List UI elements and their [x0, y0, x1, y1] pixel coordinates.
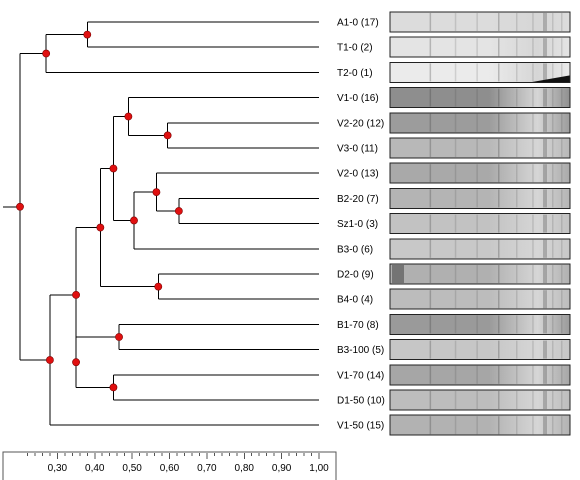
- leaf-label: B4-0 (4): [337, 295, 373, 306]
- cluster-node-n3[interactable]: [163, 131, 172, 140]
- scale-tick-label: 0,70: [197, 463, 217, 474]
- gel-lane: [389, 61, 571, 83]
- cluster-node-n14[interactable]: [72, 290, 80, 299]
- leaf-labels: A1-0 (17) T1-0 (2) T2-0 (1) V1-0 (16) V2-20 …: [337, 18, 385, 432]
- leaf-label: V1-0 (16): [337, 93, 379, 104]
- gel-lane: [389, 213, 571, 235]
- cluster-node-n15[interactable]: [46, 356, 54, 364]
- leaf-label: T1-0 (2): [337, 43, 373, 54]
- leaf-label: D2-0 (9): [337, 270, 374, 281]
- leaf-label: B3-0 (6): [337, 244, 373, 255]
- gel-lane: [389, 288, 571, 310]
- gel-lanes: [389, 11, 571, 436]
- cluster-node-n6[interactable]: [152, 188, 161, 196]
- cluster-node-n8[interactable]: [109, 164, 118, 173]
- gel-lane: [389, 263, 571, 285]
- leaf-label: V1-70 (14): [337, 370, 384, 381]
- cluster-node-n5[interactable]: [174, 207, 183, 215]
- gel-lane: [389, 414, 571, 436]
- cluster-node-n2[interactable]: [42, 49, 51, 58]
- gel-lane: [389, 36, 571, 58]
- leaf-label: B1-70 (8): [337, 320, 379, 331]
- dendrogram-tree: [3, 21, 319, 426]
- gel-lane: [389, 162, 571, 184]
- cluster-node-n9[interactable]: [154, 282, 163, 291]
- leaf-label: B3-100 (5): [337, 345, 384, 356]
- leaf-label: V2-20 (12): [337, 118, 384, 129]
- cluster-node-n10[interactable]: [96, 223, 105, 232]
- scale-tick-label: 0,50: [122, 463, 142, 474]
- gel-lane: [389, 339, 571, 361]
- scale-frame: [2, 451, 337, 480]
- cluster-node-n13[interactable]: [72, 358, 80, 367]
- similarity-scale: 0,30 0,40 0,50 0,60 0,70 0,80 0,90 1,00: [2, 451, 337, 480]
- gel-lane: [389, 112, 571, 134]
- gel-lane: [389, 364, 571, 386]
- gel-lane: [389, 187, 571, 209]
- gel-lane: [389, 389, 571, 411]
- gel-lane: [389, 238, 571, 260]
- leaf-label: B2-20 (7): [337, 194, 379, 205]
- cluster-node-n16[interactable]: [16, 202, 24, 211]
- leaf-label: A1-0 (17): [337, 18, 379, 29]
- leaf-label: Sz1-0 (3): [337, 219, 378, 230]
- gel-lane: [389, 11, 571, 33]
- gel-lane: [389, 87, 571, 109]
- cluster-node-n1[interactable]: [83, 30, 92, 39]
- scale-tick-label: 0,40: [85, 463, 105, 474]
- cluster-node-n12[interactable]: [109, 383, 118, 392]
- scale-tick-label: 1,00: [309, 463, 329, 474]
- scale-tick-label: 0,80: [235, 463, 255, 474]
- leaf-label: D1-50 (10): [337, 396, 385, 407]
- cluster-node-n11[interactable]: [115, 333, 123, 341]
- gel-lane: [389, 313, 571, 335]
- scale-tick-label: 0,30: [48, 463, 68, 474]
- scale-tick-label: 0,60: [160, 463, 180, 474]
- leaf-label: V1-50 (15): [337, 421, 384, 432]
- leaf-label: T2-0 (1): [337, 68, 373, 79]
- leaf-label: V3-0 (11): [337, 144, 378, 155]
- gel-lane: [389, 137, 571, 159]
- cluster-node-n4[interactable]: [124, 112, 133, 121]
- leaf-label: V2-0 (13): [337, 169, 379, 180]
- cluster-node-n7[interactable]: [130, 216, 138, 225]
- scale-tick-label: 0,90: [272, 463, 292, 474]
